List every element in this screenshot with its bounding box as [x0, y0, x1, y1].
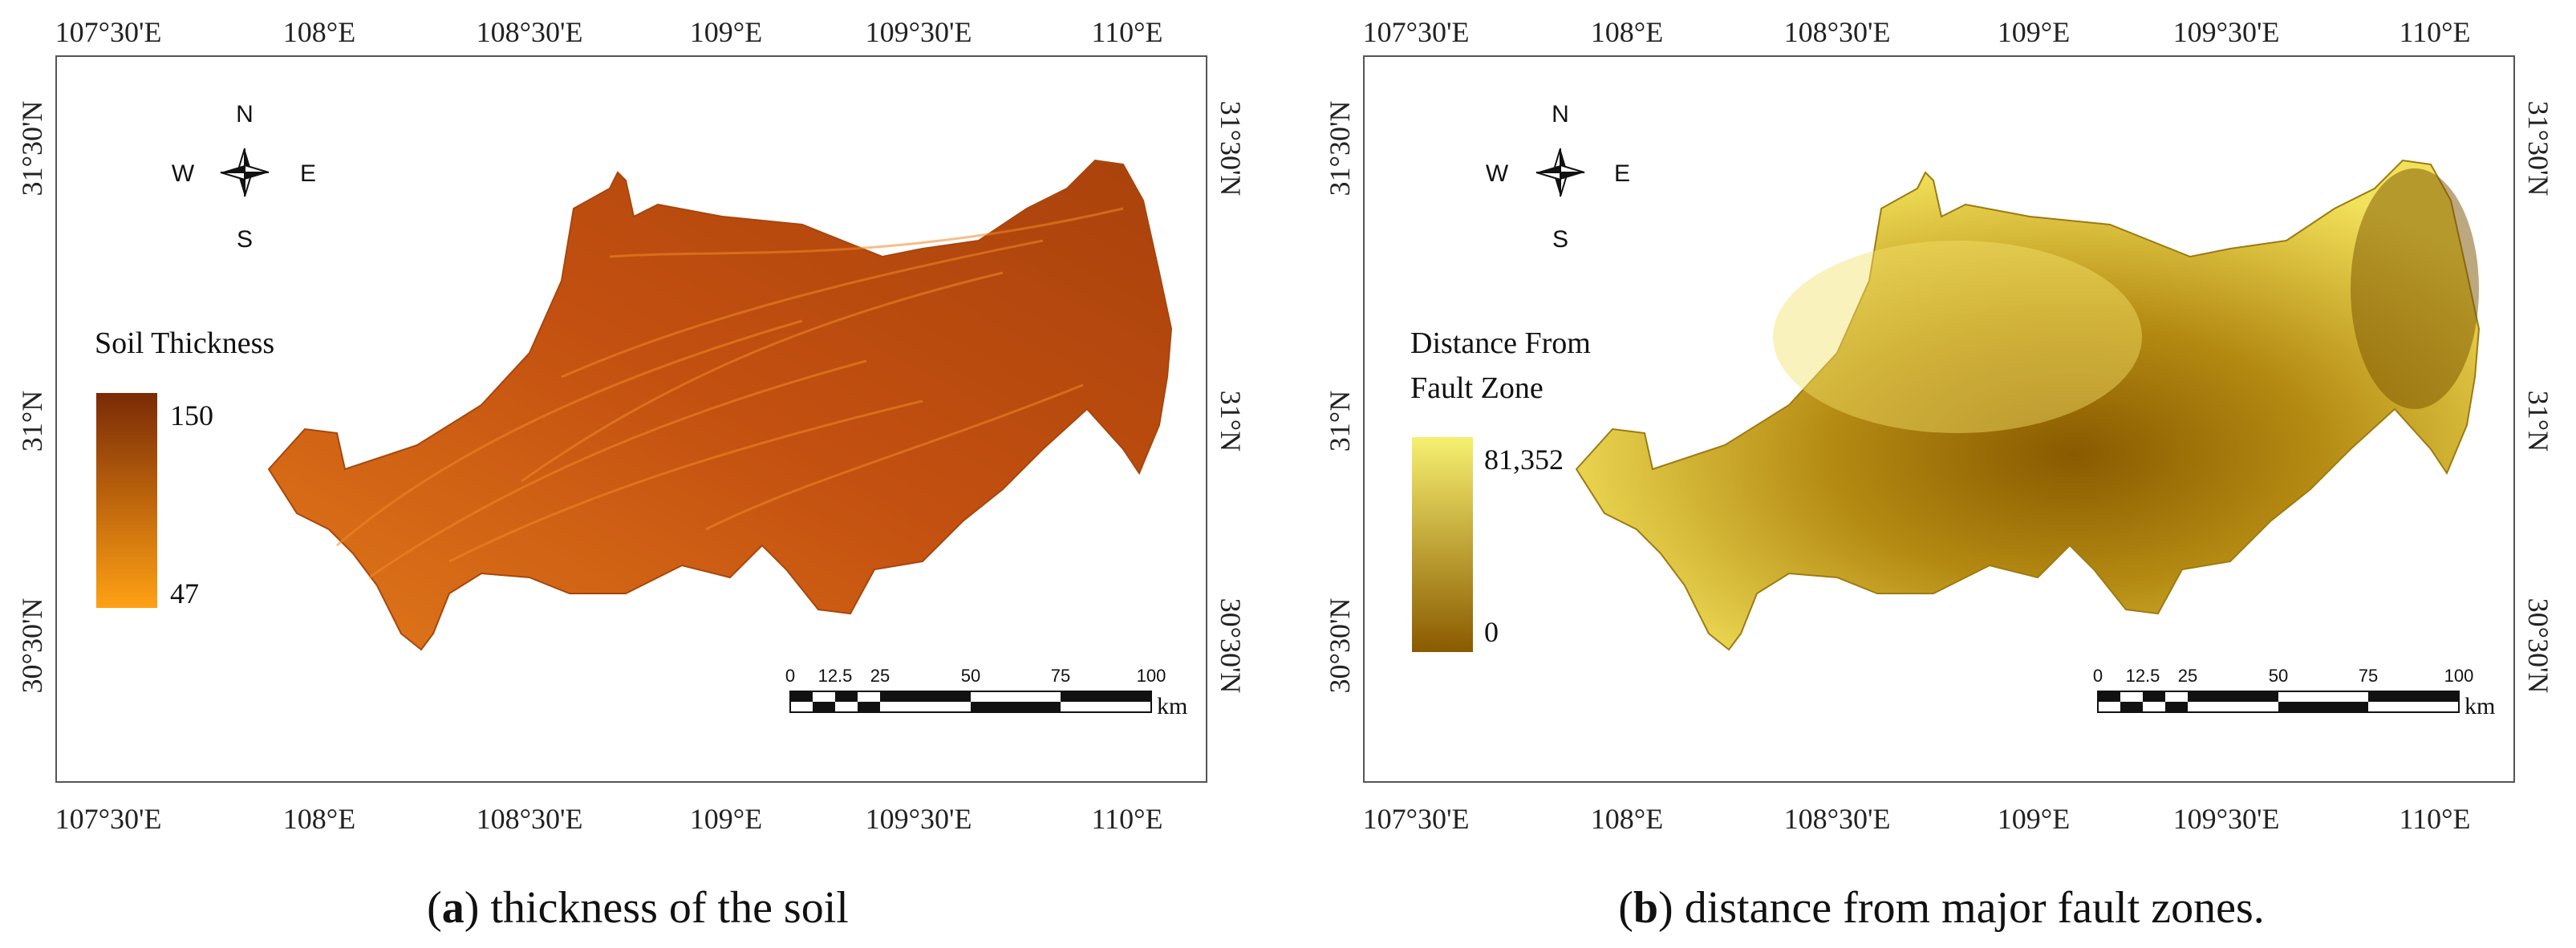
lon-tick-top: 109°E: [1998, 16, 2070, 48]
scale-label: 100: [2444, 666, 2474, 686]
scale-label: 25: [870, 666, 890, 686]
lon-tick-bottom: 108°30'E: [1784, 803, 1891, 835]
legend-title: Soil Thickness: [95, 326, 274, 360]
distance-lowzone: [2351, 168, 2479, 409]
lat-tick-left: 31°N: [1324, 391, 1356, 452]
lat-tick-right: 31°30'N: [2522, 101, 2554, 196]
lon-tick-top: 108°E: [283, 16, 355, 48]
scale-unit: km: [2464, 693, 2495, 719]
lon-tick-bottom: 109°30'E: [2173, 803, 2280, 835]
scale-unit: km: [1157, 693, 1187, 719]
scale-label: 75: [1051, 666, 1070, 686]
lon-tick-bottom: 108°E: [283, 803, 355, 835]
map-frame: [55, 55, 1207, 783]
lon-tick-bottom: 109°E: [1998, 803, 2070, 835]
panel-b-fault-distance: 107°30'E 108°E 108°30'E 109°E 109°30'E 1…: [1324, 16, 2554, 933]
compass-e: E: [1614, 160, 1630, 187]
legend-soil-thickness: Soil Thickness 150 47: [95, 326, 274, 610]
lon-tick-top: 110°E: [2399, 16, 2470, 48]
lat-tick-left: 30°30'N: [1324, 598, 1356, 694]
lat-tick-left: 31°30'N: [1324, 101, 1356, 196]
lon-tick-top: 109°30'E: [2173, 16, 2280, 48]
legend-color-ramp: [96, 393, 157, 608]
panel-a-soil-thickness: 107°30'E 108°E 108°30'E 109°E 109°30'E 1…: [16, 16, 1247, 933]
scale-label: 12.5: [2126, 666, 2160, 686]
legend-min-value: 47: [170, 577, 199, 610]
caption-a: (a) thickness of the soil: [427, 883, 849, 933]
lat-tick-right: 31°N: [2522, 391, 2554, 452]
north-arrow: N S W E: [172, 101, 316, 253]
lat-tick-right: 31°30'N: [1215, 101, 1247, 196]
legend-min-value: 0: [1484, 616, 1499, 648]
scale-label: 75: [2359, 666, 2378, 686]
legend-title-line2: Fault Zone: [1410, 371, 1544, 405]
compass-s: S: [1552, 226, 1568, 253]
legend-max-value: 81,352: [1484, 444, 1564, 476]
lon-tick-top: 109°30'E: [866, 16, 972, 48]
lon-tick-bottom: 108°E: [1591, 803, 1663, 835]
compass-w: W: [172, 160, 195, 187]
lat-tick-right: 30°30'N: [1215, 598, 1247, 694]
legend-color-ramp: [1412, 437, 1473, 652]
scale-bar: 0 12.5 25 50 75 100 km: [2093, 666, 2495, 719]
lon-tick-top: 109°E: [690, 16, 762, 48]
lon-tick-bottom: 110°E: [2399, 803, 2470, 835]
lon-tick-top: 108°30'E: [477, 16, 583, 48]
scale-label: 0: [785, 666, 795, 686]
compass-e: E: [300, 160, 316, 187]
lon-tick-bottom: 108°30'E: [477, 803, 583, 835]
legend-fault-distance: Distance From Fault Zone 81,352 0: [1410, 326, 1591, 652]
lat-tick-right: 31°N: [1215, 391, 1247, 452]
compass-w: W: [1486, 160, 1509, 187]
lon-tick-top: 108°30'E: [1784, 16, 1891, 48]
lat-tick-right: 30°30'N: [2522, 598, 2554, 694]
terrain-texture: [336, 207, 1124, 579]
lon-tick-bottom: 109°E: [690, 803, 762, 835]
distance-highlight: [1773, 241, 2142, 433]
scale-label: 50: [961, 666, 980, 686]
lat-tick-left: 31°30'N: [16, 101, 48, 196]
compass-n: N: [1552, 101, 1569, 128]
lon-tick-bottom: 110°E: [1091, 803, 1162, 835]
scale-bar: 0 12.5 25 50 75 100 km: [785, 666, 1187, 719]
lon-tick-top: 107°30'E: [1363, 16, 1470, 48]
scale-label: 0: [2093, 666, 2103, 686]
compass-n: N: [236, 101, 254, 128]
lon-tick-bottom: 107°30'E: [1363, 803, 1470, 835]
lon-tick-bottom: 107°30'E: [55, 803, 162, 835]
north-arrow: N S W E: [1486, 101, 1630, 253]
lon-tick-bottom: 109°30'E: [866, 803, 972, 835]
map-frame: [1363, 55, 2515, 783]
lon-tick-top: 107°30'E: [55, 16, 162, 48]
compass-s: S: [237, 226, 253, 253]
scale-label: 25: [2178, 666, 2197, 686]
lon-tick-top: 110°E: [1091, 16, 1162, 48]
lon-tick-top: 108°E: [1591, 16, 1663, 48]
legend-max-value: 150: [170, 399, 213, 431]
scale-label: 100: [1137, 666, 1166, 686]
caption-b: (b) distance from major fault zones.: [1618, 883, 2265, 933]
lat-tick-left: 30°30'N: [16, 598, 48, 694]
lat-tick-left: 31°N: [16, 391, 48, 452]
study-area-fault-distance: [1575, 159, 2481, 651]
legend-title-line1: Distance From: [1410, 326, 1591, 360]
scale-label: 12.5: [818, 666, 853, 686]
scale-label: 50: [2269, 666, 2288, 686]
